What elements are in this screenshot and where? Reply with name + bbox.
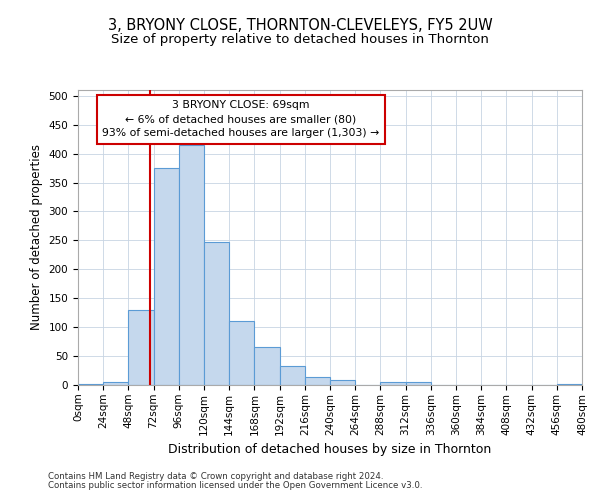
- Text: 3, BRYONY CLOSE, THORNTON-CLEVELEYS, FY5 2UW: 3, BRYONY CLOSE, THORNTON-CLEVELEYS, FY5…: [107, 18, 493, 32]
- Bar: [280, 366, 305, 385]
- X-axis label: Distribution of detached houses by size in Thornton: Distribution of detached houses by size …: [169, 443, 491, 456]
- Bar: [103, 382, 128, 385]
- Text: Size of property relative to detached houses in Thornton: Size of property relative to detached ho…: [111, 32, 489, 46]
- Text: Contains public sector information licensed under the Open Government Licence v3: Contains public sector information licen…: [48, 481, 422, 490]
- Y-axis label: Number of detached properties: Number of detached properties: [30, 144, 43, 330]
- Bar: [78, 384, 103, 385]
- Bar: [179, 145, 204, 385]
- Bar: [254, 348, 280, 385]
- Bar: [380, 382, 406, 385]
- Bar: [330, 380, 355, 385]
- Bar: [305, 377, 330, 385]
- Bar: [406, 382, 431, 385]
- Text: Contains HM Land Registry data © Crown copyright and database right 2024.: Contains HM Land Registry data © Crown c…: [48, 472, 383, 481]
- Bar: [229, 322, 254, 385]
- Text: 3 BRYONY CLOSE: 69sqm
← 6% of detached houses are smaller (80)
93% of semi-detac: 3 BRYONY CLOSE: 69sqm ← 6% of detached h…: [102, 100, 379, 138]
- Bar: [154, 168, 179, 385]
- Bar: [204, 242, 229, 385]
- Bar: [557, 384, 582, 385]
- Bar: [128, 310, 154, 385]
